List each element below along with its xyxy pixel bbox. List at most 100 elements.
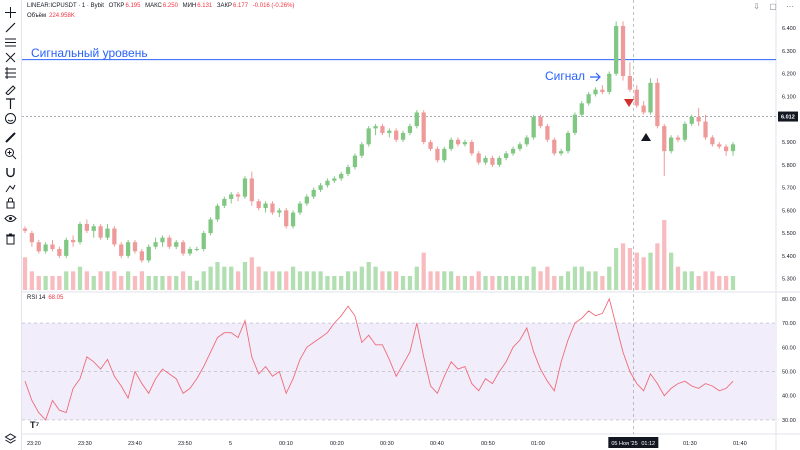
candle-body (669, 137, 674, 152)
candle-body (675, 137, 681, 140)
rsi-value: 68.05 (48, 295, 64, 301)
volume-bar (723, 276, 729, 290)
volume-bar (428, 271, 433, 290)
arrow-down-icon[interactable]: ⇩ (753, 2, 760, 11)
candle-body (407, 126, 413, 133)
price-tick-label: 5.400 (782, 254, 796, 260)
candle-body (201, 233, 206, 250)
lock-icon[interactable] (4, 196, 17, 209)
volume-bar (318, 271, 323, 290)
horizontal-lines-icon[interactable] (4, 36, 17, 49)
volume-bar (462, 276, 468, 290)
volume-bar (50, 276, 55, 290)
signal-annotation[interactable]: Сигнал (545, 69, 586, 83)
volume-bar (345, 271, 351, 290)
candle-body (572, 114, 578, 133)
symbol-name[interactable]: LINEAR:ICPUSDT · 1 · Bybit (27, 3, 104, 9)
candle-body (352, 155, 358, 168)
time-tick-label: 00:50 (481, 441, 495, 447)
candle-body (373, 126, 378, 129)
volume-legend[interactable]: Объём 224.958K (27, 13, 75, 19)
volume-bar (112, 271, 117, 290)
zoom-in-icon[interactable] (4, 147, 17, 160)
text-icon[interactable] (4, 97, 17, 110)
close-label: ЗАКР (216, 3, 233, 9)
volume-bar (669, 252, 674, 290)
candle-body (153, 242, 158, 247)
rsi-legend[interactable]: RSI 14 68.05 (27, 295, 63, 301)
price-tick-label: 6.400 (782, 26, 796, 32)
candle-body (593, 89, 598, 95)
volume-bar (565, 271, 571, 290)
volume-bar (414, 266, 419, 290)
volume-bar (70, 271, 76, 290)
candle-body (559, 151, 564, 154)
volume-bar (504, 276, 509, 290)
candle-body (208, 219, 213, 234)
volume-bar (290, 266, 296, 290)
candle-body (91, 226, 96, 231)
candle-body (290, 212, 296, 227)
pane-controls: ⇩ ▢ ⋯ (746, 2, 794, 11)
emoji-icon[interactable] (4, 112, 17, 125)
volume-bar (634, 252, 639, 290)
volume-bar (297, 271, 303, 290)
volume-bar (538, 271, 543, 290)
volume-bar (662, 220, 667, 290)
crosshair-icon[interactable] (4, 6, 17, 19)
candle-body (703, 121, 708, 138)
rsi-tick-label: 50.00 (782, 369, 796, 375)
price-tick-label: 5.600 (782, 208, 796, 214)
candle-body (297, 203, 303, 213)
symbol-legend: LINEAR:ICPUSDT · 1 · Bybit ОТКР6.195 МАК… (27, 3, 294, 9)
candle-body (380, 126, 385, 133)
trash-icon[interactable] (4, 232, 17, 245)
candle-body (620, 25, 626, 77)
volume-bar (235, 271, 241, 290)
volume-bar (22, 257, 28, 290)
candle-body (167, 237, 172, 247)
brush-icon[interactable] (4, 82, 17, 95)
candle-body (586, 94, 591, 104)
candle-body (614, 25, 619, 74)
maximize-icon[interactable]: ▢ (769, 2, 777, 11)
magnet-icon[interactable] (4, 166, 17, 179)
volume-bar (229, 266, 234, 290)
volume-bar (139, 271, 144, 290)
candle-body (455, 139, 461, 145)
price-tick-label: 6.200 (782, 72, 796, 78)
candle-body (112, 228, 117, 245)
price-tick-label: 5.300 (782, 277, 796, 283)
volume-bar (627, 248, 633, 290)
crosshair-time-label-2: 01:12 (641, 441, 655, 447)
more-icon[interactable]: ⋯ (786, 2, 794, 11)
volume-bar (442, 271, 447, 290)
candle-body (394, 130, 399, 140)
candle-body (229, 194, 234, 199)
fib-icon[interactable] (4, 66, 17, 79)
change-value: -0.016 (-0.26%) (252, 3, 295, 9)
signal-level-annotation[interactable]: Сигнальный уровень (31, 46, 148, 60)
pitchfork-icon[interactable] (4, 51, 17, 64)
candle-body (174, 242, 179, 247)
volume-bar (717, 276, 722, 290)
open-value: 6.195 (125, 3, 141, 9)
layers-icon[interactable] (4, 432, 17, 445)
ruler-icon[interactable] (4, 131, 17, 144)
lock-drawing-icon[interactable] (4, 181, 17, 194)
candle-body (105, 228, 110, 238)
candle-body (696, 116, 701, 122)
candle-body (710, 137, 715, 145)
volume-bar (263, 271, 268, 290)
trend-line-icon[interactable] (4, 21, 17, 34)
candle-body (504, 153, 509, 158)
candle-body (222, 198, 227, 206)
candle-body (146, 246, 151, 261)
candle-body (311, 189, 316, 197)
tradingview-logo[interactable]: T⁷ (30, 420, 40, 430)
price-tick-label: 5.800 (782, 163, 796, 169)
eye-icon[interactable] (4, 212, 17, 225)
candle-body (600, 89, 605, 92)
candle-body (180, 242, 186, 254)
